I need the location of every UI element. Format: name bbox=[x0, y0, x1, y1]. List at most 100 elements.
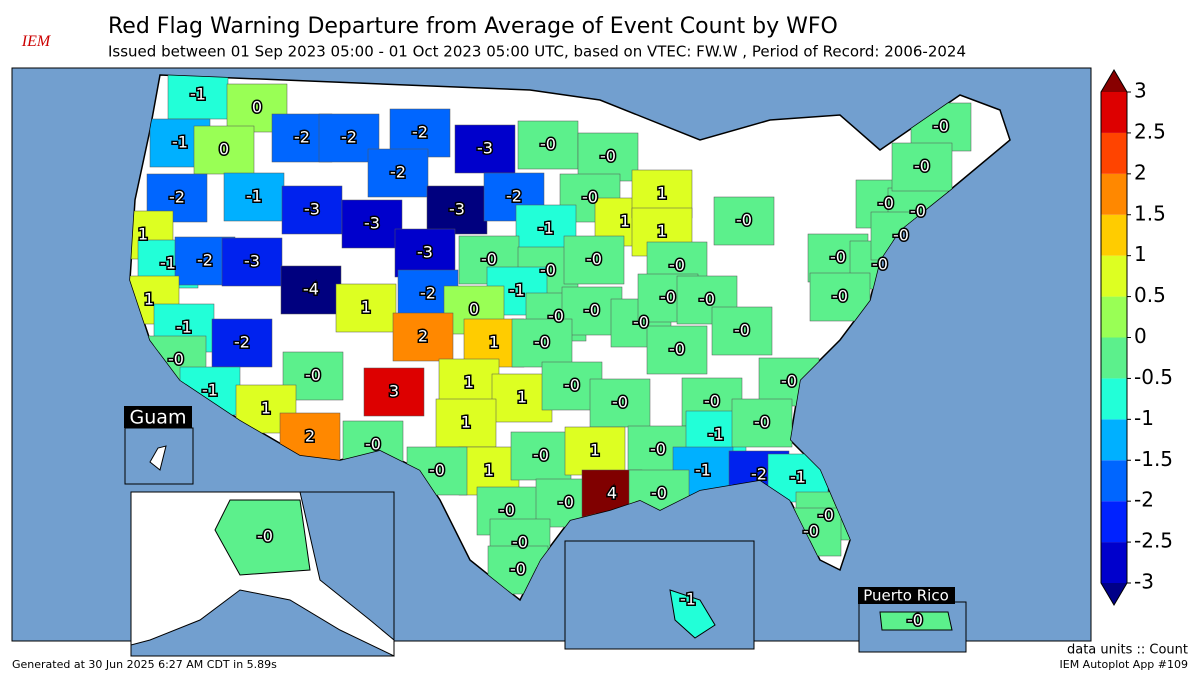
colorbar-tick-label: -0.5 bbox=[1134, 365, 1173, 389]
regions bbox=[130, 75, 972, 595]
guam-label: Guam bbox=[130, 407, 187, 429]
colorbar-bin bbox=[1101, 255, 1127, 297]
region-label: -0 bbox=[893, 226, 909, 245]
region bbox=[367, 148, 429, 198]
region-label: -0 bbox=[754, 413, 770, 432]
colorbar-tick-label: 0.5 bbox=[1134, 283, 1166, 307]
region-label: -2 bbox=[751, 465, 767, 484]
region-label: 0 bbox=[252, 98, 262, 117]
region bbox=[879, 611, 953, 631]
region-label: 4 bbox=[607, 484, 617, 503]
colorbar-bin bbox=[1101, 419, 1127, 461]
pr-label-bg bbox=[858, 587, 955, 604]
region-label: -0 bbox=[584, 301, 600, 320]
colorbar: -3 -2.5 -2 -1.5 -1 -0.5 0 0.5 1 1.5 2 2.5 3 bbox=[1100, 69, 1173, 606]
region bbox=[281, 185, 343, 235]
region-label: -2 bbox=[169, 188, 185, 207]
region-label: -1 bbox=[708, 425, 724, 444]
footer-generated: Generated at 30 Jun 2025 6:27 AM CDT in … bbox=[12, 658, 277, 671]
region-label: 0 bbox=[219, 140, 229, 159]
region-label: -2 bbox=[412, 123, 428, 142]
region-label: -1 bbox=[538, 219, 554, 238]
region-label: -0 bbox=[669, 340, 685, 359]
region-label: -0 bbox=[734, 321, 750, 340]
region bbox=[589, 378, 651, 428]
footer-units: data units :: Count bbox=[1067, 643, 1188, 658]
region-label: -0 bbox=[781, 372, 797, 391]
colorbar-bin bbox=[1101, 214, 1127, 256]
region bbox=[193, 125, 255, 175]
colorbar-bin bbox=[1101, 92, 1127, 133]
region-label: -0 bbox=[612, 393, 628, 412]
region-label: -0 bbox=[669, 256, 685, 275]
region-label: -2 bbox=[420, 284, 436, 303]
region bbox=[341, 199, 403, 249]
region bbox=[223, 172, 285, 222]
colorbar-tick-label: 1 bbox=[1134, 242, 1147, 266]
region-label: -0 bbox=[907, 611, 923, 630]
region-label: -0 bbox=[512, 533, 528, 552]
region-label: 1 bbox=[620, 212, 630, 231]
region-label: -3 bbox=[244, 252, 260, 271]
region bbox=[394, 228, 456, 278]
colorbar-tick-label: 2.5 bbox=[1134, 119, 1166, 143]
region-label: -1 bbox=[202, 381, 218, 400]
region-label: 1 bbox=[590, 441, 600, 460]
region-label: 1 bbox=[657, 184, 667, 203]
region bbox=[280, 265, 342, 315]
region-label: 1 bbox=[489, 333, 499, 352]
region bbox=[221, 237, 283, 287]
region-label: -0 bbox=[533, 446, 549, 465]
region-label: -1 bbox=[246, 187, 262, 206]
logo: IEM bbox=[21, 33, 52, 50]
region-label: -2 bbox=[294, 128, 310, 147]
region-label: -2 bbox=[390, 163, 406, 182]
guam-inset bbox=[124, 427, 194, 485]
region-label: -0 bbox=[540, 261, 556, 280]
colorbar-extend-high bbox=[1101, 70, 1127, 92]
region-label: -1 bbox=[160, 254, 176, 273]
region-label: -0 bbox=[633, 313, 649, 332]
region-label: -0 bbox=[586, 250, 602, 269]
region bbox=[577, 132, 639, 182]
region-label: -0 bbox=[305, 366, 321, 385]
region bbox=[731, 398, 793, 448]
region-label: -0 bbox=[832, 287, 848, 306]
region-label: -0 bbox=[540, 135, 556, 154]
region-label: -0 bbox=[651, 484, 667, 503]
region-label: -3 bbox=[417, 243, 433, 262]
colorbar-tick-label: -2 bbox=[1134, 488, 1154, 512]
region-label: -0 bbox=[365, 435, 381, 454]
colorbar-tick-label: -2.5 bbox=[1134, 529, 1173, 553]
region bbox=[563, 235, 625, 285]
region-label: -0 bbox=[600, 147, 616, 166]
region-label: -3 bbox=[364, 214, 380, 233]
region-label: 1 bbox=[517, 388, 527, 407]
region-label: -2 bbox=[234, 333, 250, 352]
region-label: 1 bbox=[138, 225, 148, 244]
alaska-land bbox=[130, 491, 395, 657]
region-label: 1 bbox=[464, 373, 474, 392]
region-label: 1 bbox=[484, 461, 494, 480]
region bbox=[214, 499, 311, 576]
region-label: -0 bbox=[481, 250, 497, 269]
region-label: -1 bbox=[176, 318, 192, 337]
guam-label-bg bbox=[124, 406, 192, 428]
region-label: -1 bbox=[695, 461, 711, 480]
colorbar-bin bbox=[1101, 542, 1127, 583]
region-label: -3 bbox=[449, 200, 465, 219]
colorbar-tick-label: -1 bbox=[1134, 406, 1154, 430]
subtitle: Issued between 01 Sep 2023 05:00 - 01 Oc… bbox=[108, 43, 966, 61]
region-label: -0 bbox=[736, 211, 752, 230]
region-label: 2 bbox=[418, 327, 428, 346]
region-label: 1 bbox=[361, 298, 371, 317]
region bbox=[711, 306, 773, 356]
colorbar-bin bbox=[1101, 132, 1127, 174]
colorbar-tick-label: 2 bbox=[1134, 160, 1147, 184]
region bbox=[211, 318, 273, 368]
region-label: 1 bbox=[461, 413, 471, 432]
region-label: -3 bbox=[477, 139, 493, 158]
region-label: -0 bbox=[168, 350, 184, 369]
footer-app: IEM Autoplot App #109 bbox=[1060, 658, 1189, 671]
